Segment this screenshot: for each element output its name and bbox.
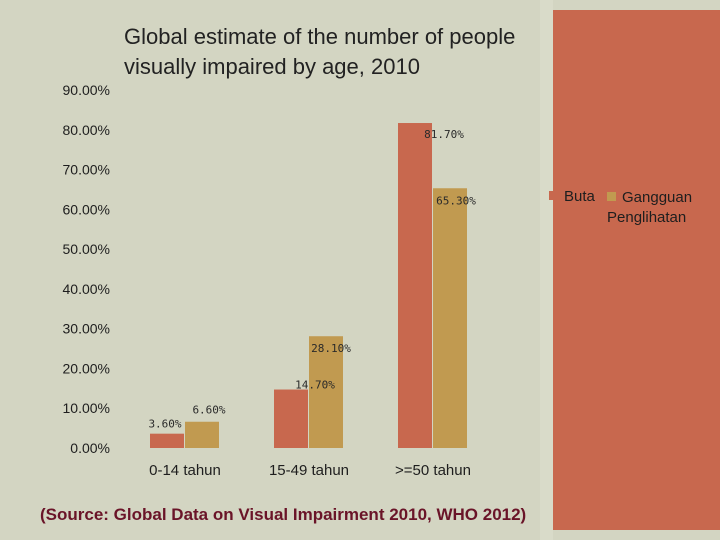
y-tick-label: 0.00% (70, 440, 110, 456)
bar-buta (274, 389, 308, 448)
data-label: 65.30% (436, 194, 476, 207)
divider-stripe (540, 0, 553, 540)
y-tick-label: 60.00% (63, 201, 110, 217)
source-citation: (Source: Global Data on Visual Impairmen… (40, 505, 527, 524)
x-tick-label: 0-14 tahun (149, 462, 221, 479)
right-accent-panel (553, 10, 720, 530)
bar-gangguan (433, 188, 467, 449)
legend-label-gangguan: Gangguan Penglihatan (607, 189, 693, 226)
bar-gangguan (309, 336, 343, 448)
y-tick-label: 40.00% (63, 281, 110, 297)
data-label: 14.70% (295, 379, 335, 392)
x-tick-label: 15-49 tahun (269, 462, 349, 479)
data-label: 6.60% (192, 404, 225, 417)
y-tick-label: 10.00% (63, 400, 110, 416)
data-label: 81.70% (424, 128, 464, 141)
data-label: 3.60% (148, 418, 181, 431)
legend-swatch-buta (549, 191, 558, 200)
y-tick-label: 30.00% (63, 321, 110, 337)
y-tick-label: 70.00% (63, 162, 110, 178)
y-tick-label: 80.00% (63, 122, 110, 138)
legend-swatch-gangguan (607, 192, 616, 201)
legend-item-gangguan: Gangguan Penglihatan (607, 188, 719, 228)
bar-gangguan (185, 421, 219, 448)
chart-title: Global estimate of the number of people … (124, 24, 516, 79)
y-tick-label: 20.00% (63, 360, 110, 376)
legend-item-buta: Buta (549, 188, 595, 205)
bar-buta (398, 123, 432, 448)
y-tick-label: 50.00% (63, 241, 110, 257)
legend-label-buta: Buta (564, 188, 595, 205)
bar-buta (150, 433, 184, 448)
x-tick-label: >=50 tahun (395, 462, 471, 479)
y-tick-label: 90.00% (63, 82, 110, 98)
data-label: 28.10% (311, 342, 351, 355)
